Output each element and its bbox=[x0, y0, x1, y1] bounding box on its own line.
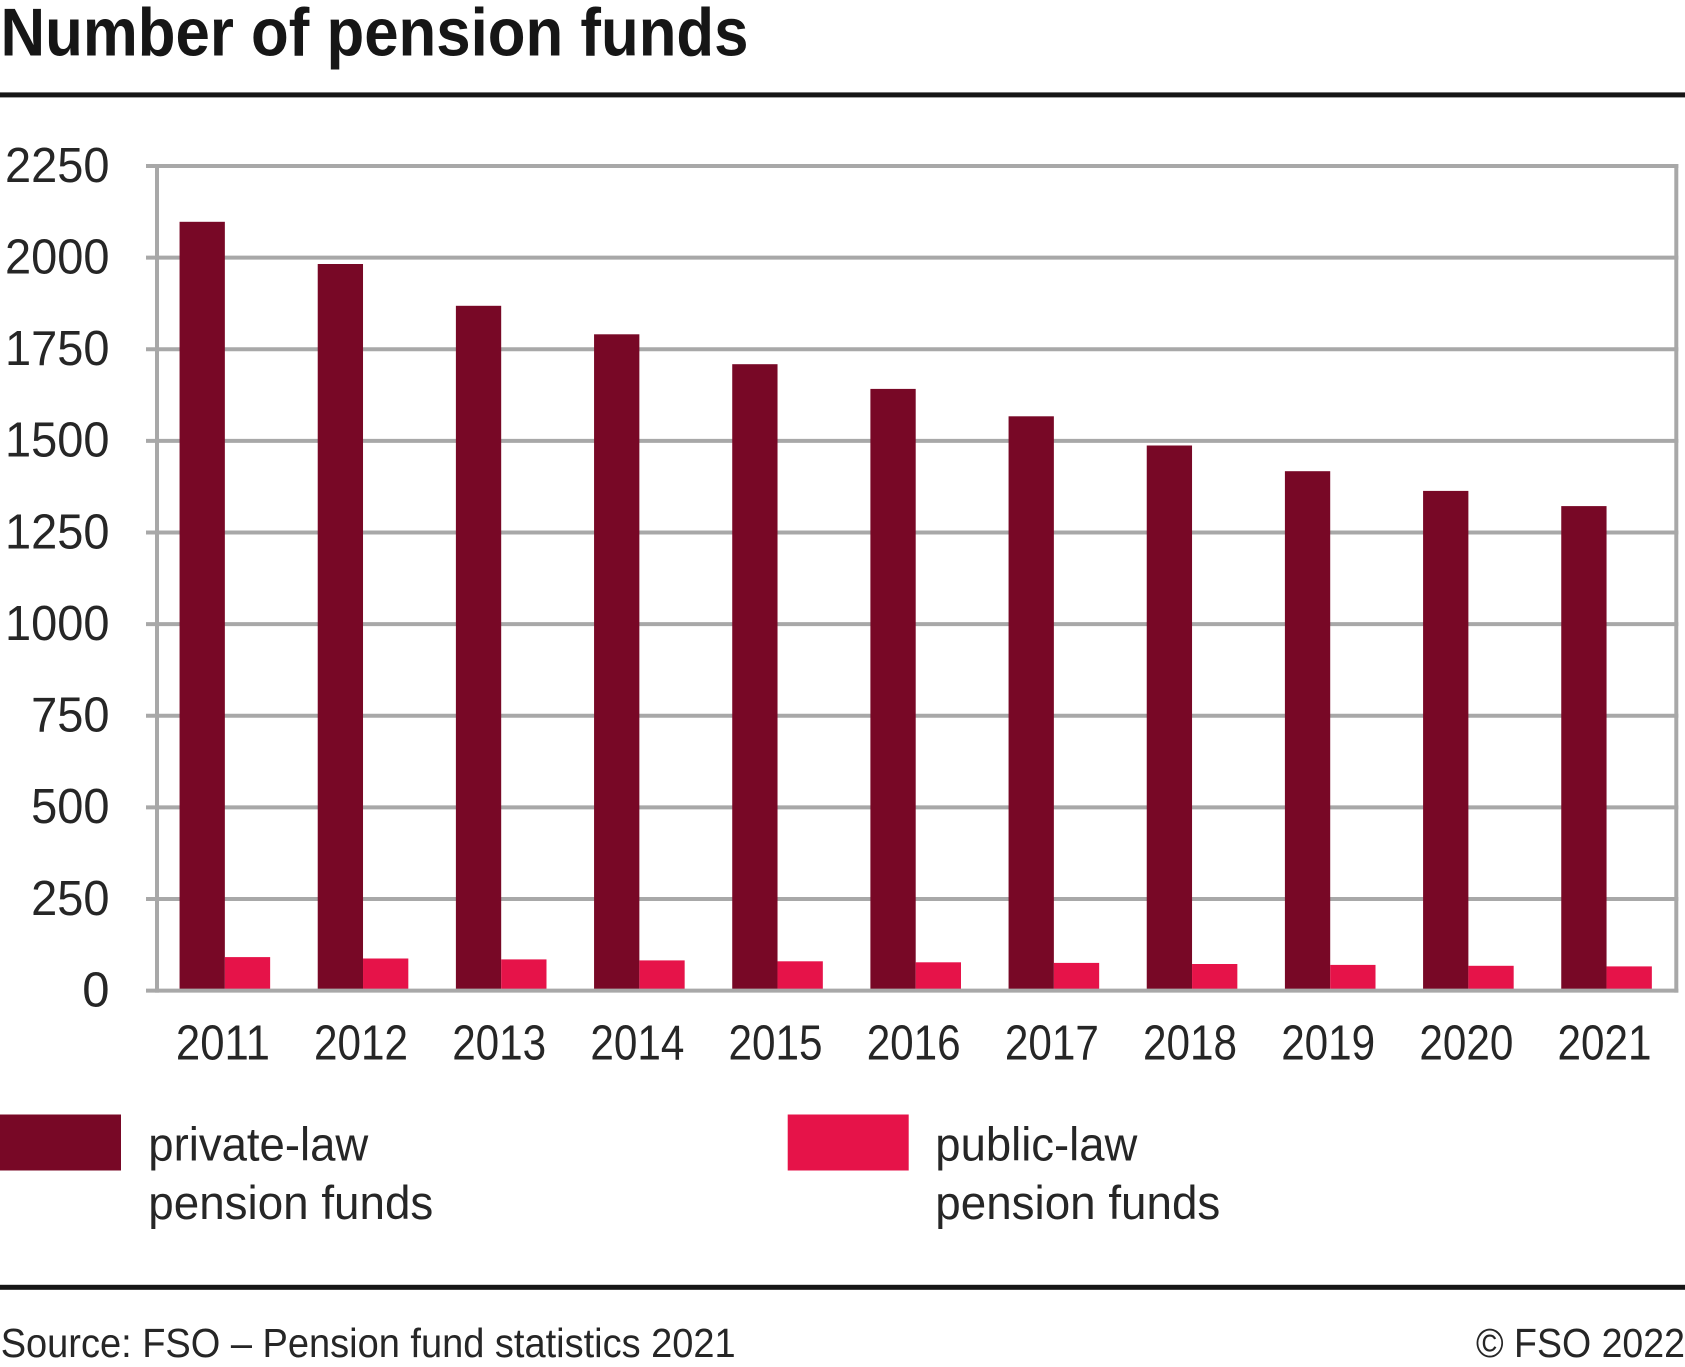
svg-text:2013: 2013 bbox=[452, 1016, 546, 1070]
svg-text:2020: 2020 bbox=[1419, 1016, 1513, 1070]
svg-text:1000: 1000 bbox=[5, 597, 110, 651]
svg-text:public-law: public-law bbox=[935, 1119, 1138, 1172]
svg-text:500: 500 bbox=[31, 780, 109, 834]
svg-text:2250: 2250 bbox=[5, 139, 110, 193]
svg-text:pension funds: pension funds bbox=[148, 1177, 433, 1230]
svg-text:2011: 2011 bbox=[176, 1016, 270, 1070]
svg-text:2012: 2012 bbox=[314, 1016, 408, 1070]
svg-text:2021: 2021 bbox=[1558, 1016, 1652, 1070]
svg-text:2000: 2000 bbox=[5, 230, 110, 284]
svg-text:private-law: private-law bbox=[148, 1119, 369, 1172]
svg-text:Source: FSO – Pension fund sta: Source: FSO – Pension fund statistics 20… bbox=[1, 1320, 736, 1366]
svg-text:Number of pension funds: Number of pension funds bbox=[1, 0, 749, 71]
svg-text:1750: 1750 bbox=[5, 322, 110, 376]
svg-text:2015: 2015 bbox=[729, 1016, 823, 1070]
svg-text:pension funds: pension funds bbox=[935, 1177, 1220, 1230]
svg-text:750: 750 bbox=[31, 689, 109, 743]
svg-text:2017: 2017 bbox=[1005, 1016, 1099, 1070]
svg-text:250: 250 bbox=[31, 872, 109, 926]
svg-text:2019: 2019 bbox=[1281, 1016, 1375, 1070]
svg-text:0: 0 bbox=[82, 963, 109, 1017]
svg-text:© FSO 2022: © FSO 2022 bbox=[1476, 1320, 1685, 1366]
svg-text:2016: 2016 bbox=[867, 1016, 961, 1070]
svg-text:1500: 1500 bbox=[5, 414, 110, 468]
svg-text:2014: 2014 bbox=[590, 1016, 684, 1070]
svg-text:1250: 1250 bbox=[5, 505, 110, 559]
svg-text:2018: 2018 bbox=[1143, 1016, 1237, 1070]
